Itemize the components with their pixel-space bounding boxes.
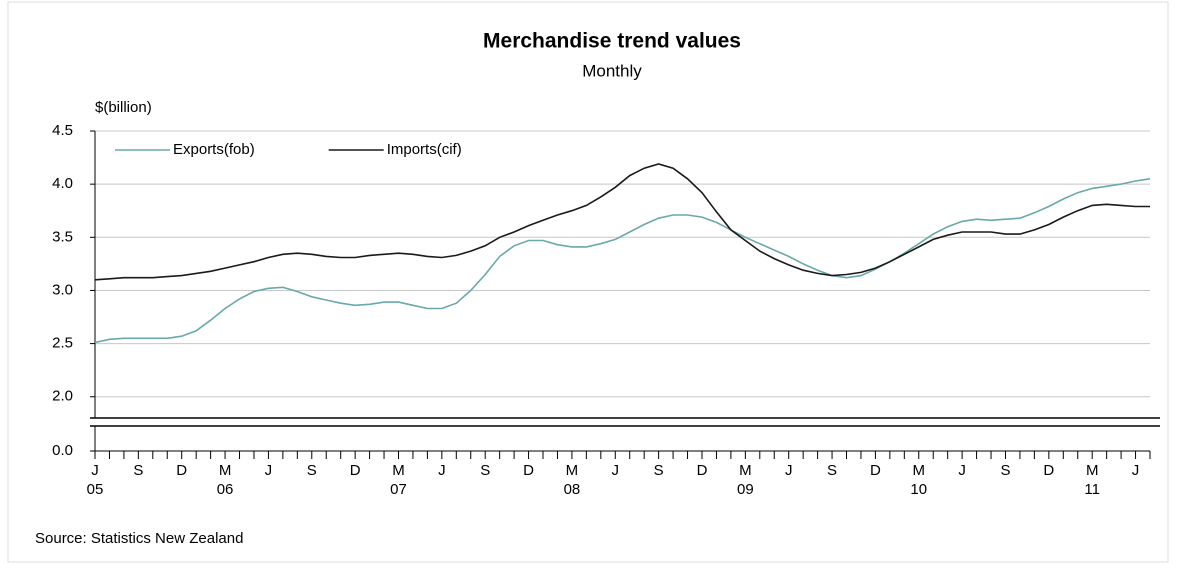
y-tick-label: 0.0 bbox=[52, 442, 73, 459]
x-tick-label: D bbox=[523, 462, 534, 479]
chart-title: Merchandise trend values bbox=[483, 30, 741, 53]
x-tick-label: D bbox=[697, 462, 708, 479]
chart-subtitle: Monthly bbox=[582, 61, 642, 80]
x-tick-label: S bbox=[480, 462, 490, 479]
x-tick-label: M bbox=[219, 462, 232, 479]
source: Source: Statistics New Zealand bbox=[35, 530, 243, 547]
legend-label: Imports(cif) bbox=[387, 141, 462, 158]
year-label: 11 bbox=[1084, 481, 1100, 498]
x-tick-label: M bbox=[566, 462, 579, 479]
y-tick-label: 4.5 bbox=[52, 122, 73, 139]
y-tick-label: 3.0 bbox=[52, 281, 73, 298]
year-label: 08 bbox=[564, 481, 581, 498]
x-tick-label: M bbox=[739, 462, 752, 479]
year-label: 09 bbox=[737, 481, 754, 498]
x-tick-label: D bbox=[1043, 462, 1054, 479]
year-label: 10 bbox=[910, 481, 927, 498]
y-tick-label: 2.0 bbox=[52, 388, 73, 405]
x-tick-label: J bbox=[785, 462, 793, 479]
legend-label: Exports(fob) bbox=[173, 141, 255, 158]
line-series bbox=[94, 178, 1151, 344]
x-tick-label: J bbox=[438, 462, 446, 479]
x-tick-label: J bbox=[265, 462, 273, 479]
x-tick-label: D bbox=[176, 462, 187, 479]
x-tick-label: D bbox=[870, 462, 881, 479]
year-label: 07 bbox=[390, 481, 407, 498]
x-tick-label: M bbox=[913, 462, 926, 479]
x-tick-label: M bbox=[1086, 462, 1099, 479]
x-tick-label: S bbox=[133, 462, 143, 479]
frame bbox=[7, 1, 1169, 563]
x-tick-label: J bbox=[612, 462, 620, 479]
x-tick-label: J bbox=[91, 462, 99, 479]
year-label: 06 bbox=[217, 481, 234, 498]
x-tick-label: M bbox=[392, 462, 405, 479]
y-tick-label: 4.0 bbox=[52, 175, 73, 192]
line-series bbox=[94, 163, 1150, 281]
x-tick-label: S bbox=[307, 462, 317, 479]
y-tick-label: 2.5 bbox=[52, 335, 73, 352]
x-tick-label: D bbox=[350, 462, 361, 479]
x-tick-label: S bbox=[1000, 462, 1010, 479]
x-tick-label: J bbox=[958, 462, 966, 479]
y-tick-label: 3.5 bbox=[52, 228, 73, 245]
x-tick-label: S bbox=[654, 462, 664, 479]
year-label: 05 bbox=[87, 481, 104, 498]
x-tick-label: S bbox=[827, 462, 837, 479]
y-axis-label: $(billion) bbox=[95, 99, 152, 116]
x-tick-label: J bbox=[1132, 462, 1140, 479]
